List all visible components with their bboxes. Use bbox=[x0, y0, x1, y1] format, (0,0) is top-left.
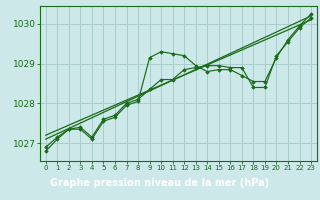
Text: Graphe pression niveau de la mer (hPa): Graphe pression niveau de la mer (hPa) bbox=[51, 178, 269, 188]
